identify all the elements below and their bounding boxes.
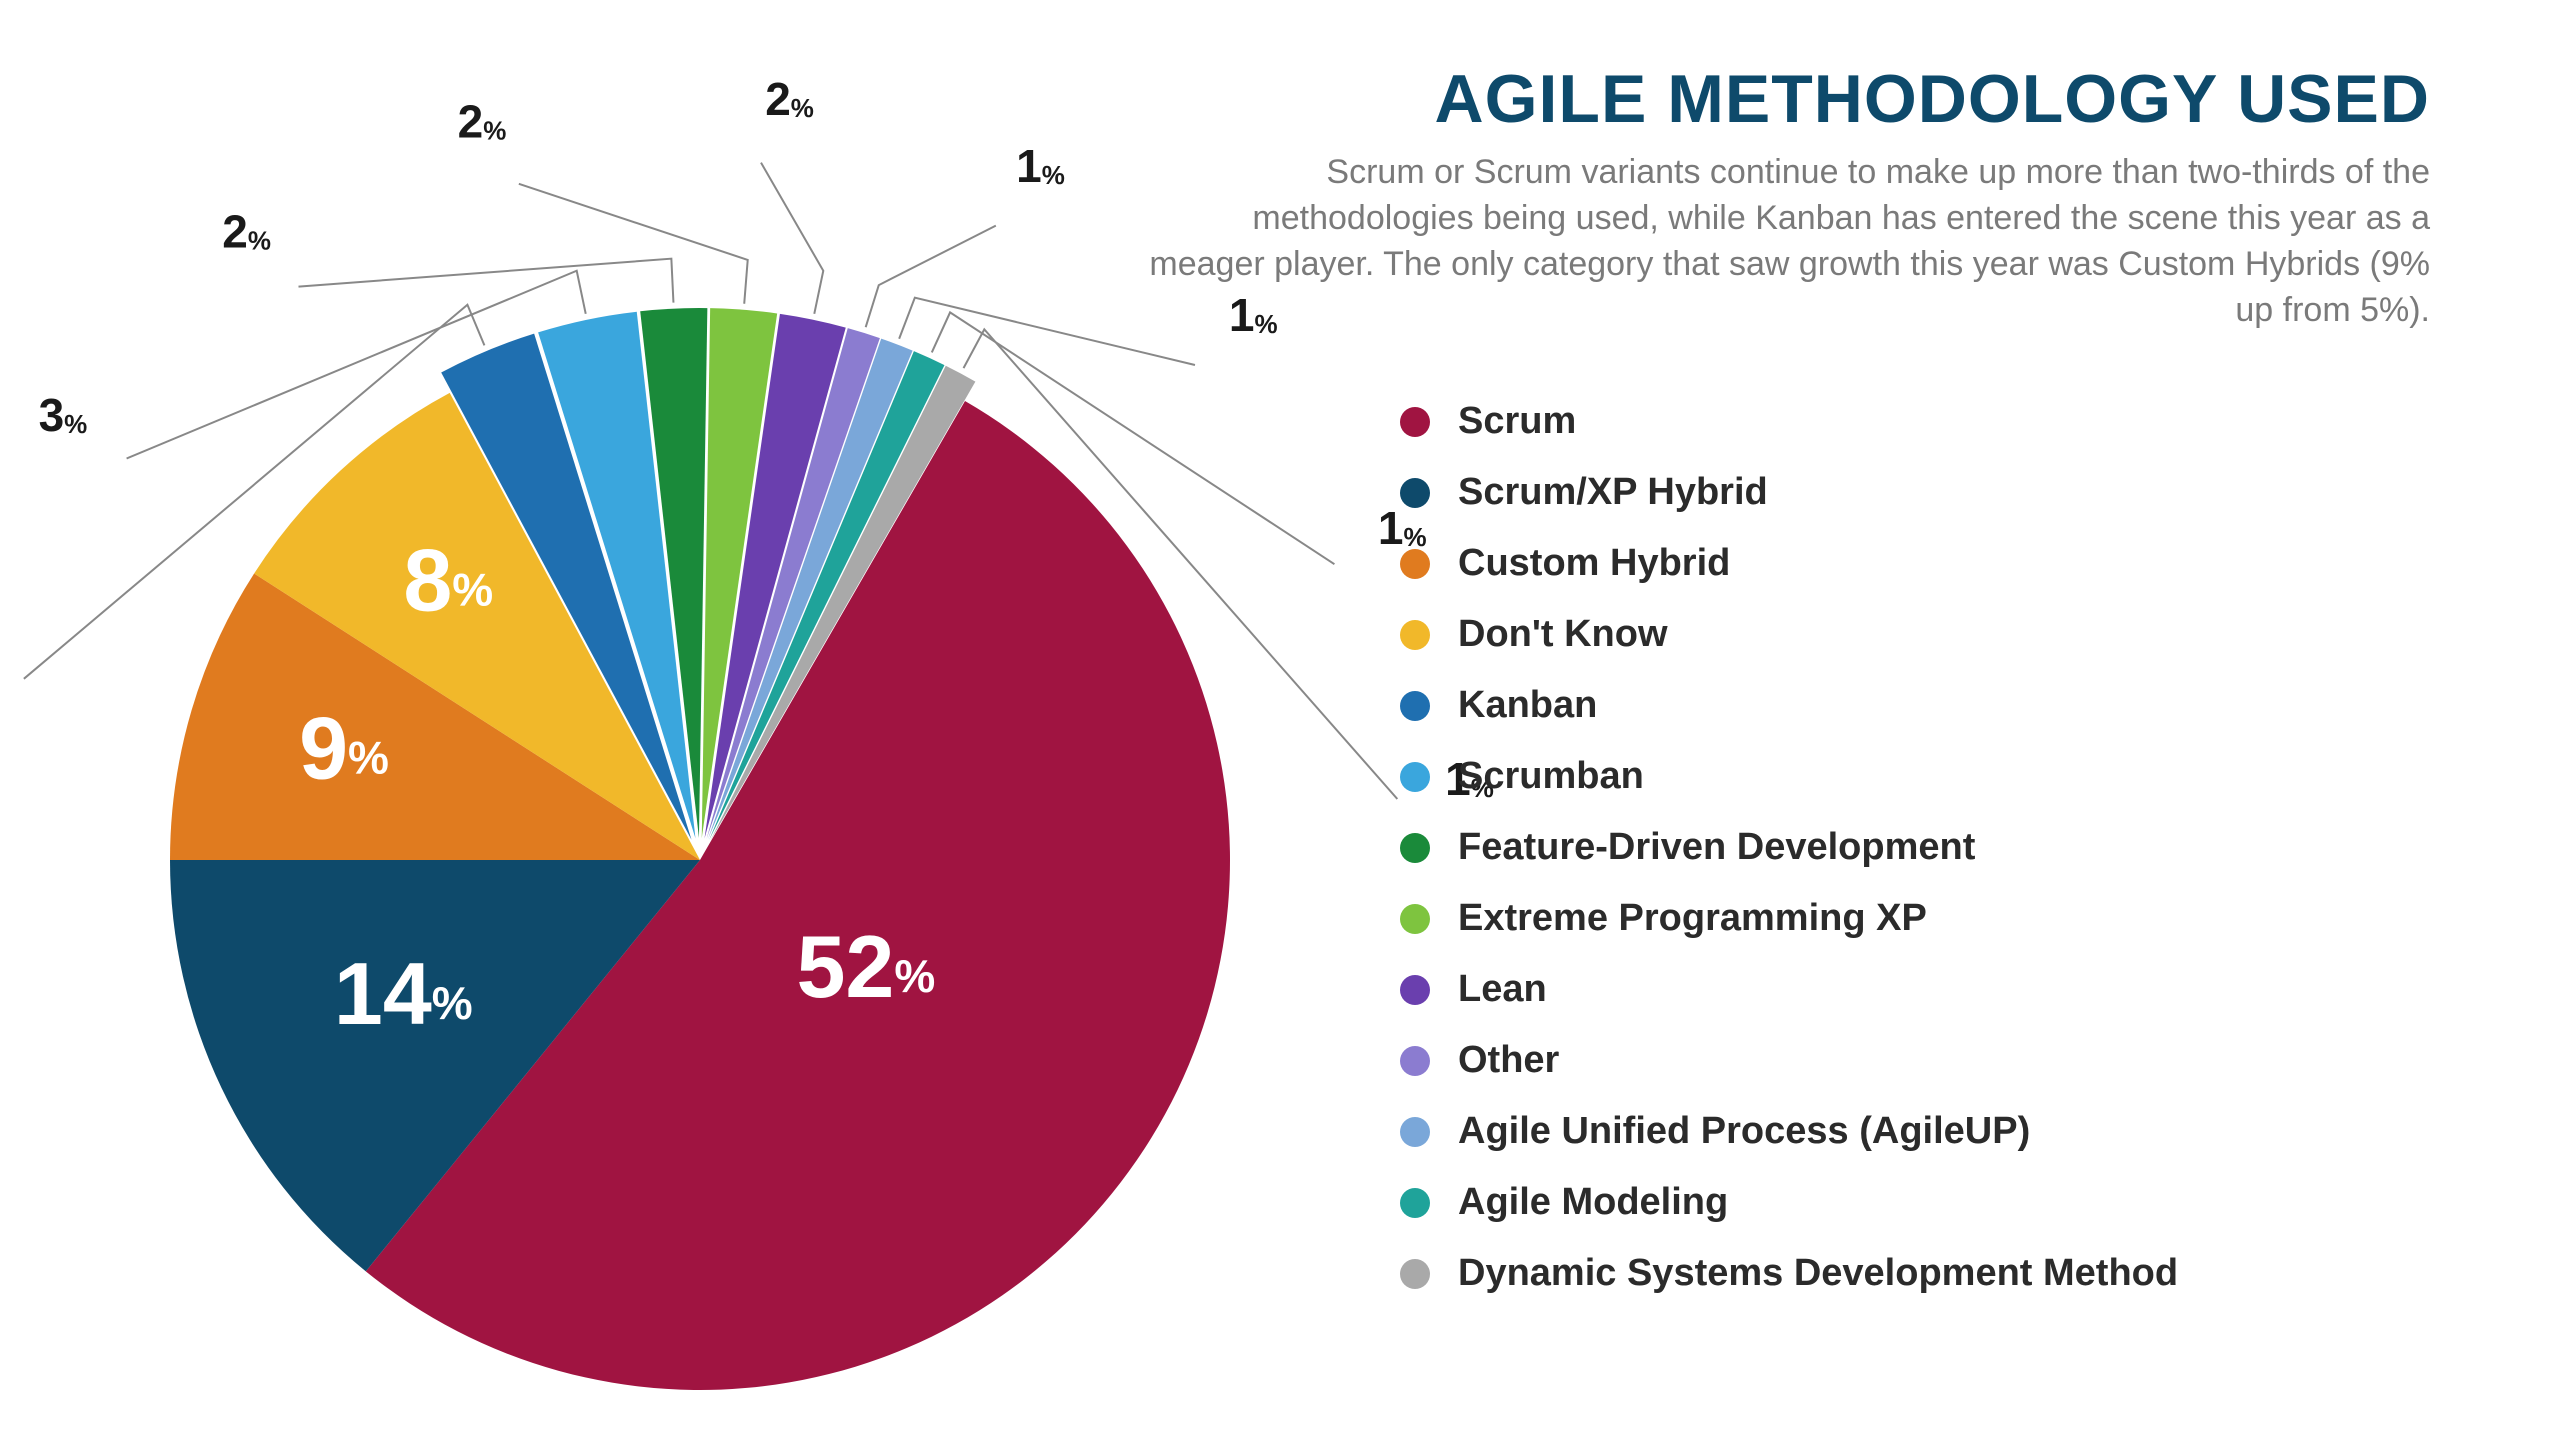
legend-label: Scrumban: [1458, 755, 1644, 798]
legend-item: Agile Modeling: [1400, 1181, 2178, 1224]
legend-item: Extreme Programming XP: [1400, 897, 2178, 940]
legend-item: Don't Know: [1400, 613, 2178, 656]
legend: Scrum Scrum/XP Hybrid Custom Hybrid Don't K…: [1400, 400, 2178, 1295]
legend-dot-icon: [1400, 1117, 1430, 1147]
legend-label: Agile Unified Process (AgileUP): [1458, 1110, 2030, 1153]
slice-value-label: 1%: [1016, 140, 1065, 192]
legend-label: Dynamic Systems Development Method: [1458, 1252, 2178, 1295]
legend-item: Scrumban: [1400, 755, 2178, 798]
legend-dot-icon: [1400, 762, 1430, 792]
legend-item: Agile Unified Process (AgileUP): [1400, 1110, 2178, 1153]
legend-label: Agile Modeling: [1458, 1181, 1728, 1224]
leader-line: [899, 298, 1195, 365]
leader-line: [298, 259, 673, 303]
legend-dot-icon: [1400, 1188, 1430, 1218]
legend-item: Scrum/XP Hybrid: [1400, 471, 2178, 514]
legend-item: Custom Hybrid: [1400, 542, 2178, 585]
legend-item: Other: [1400, 1039, 2178, 1082]
slice-value-label: 2%: [222, 205, 271, 257]
slice-value-label: 2%: [765, 73, 814, 125]
legend-dot-icon: [1400, 691, 1430, 721]
legend-item: Feature-Driven Development: [1400, 826, 2178, 869]
legend-dot-icon: [1400, 1259, 1430, 1289]
slice-value-label: 1%: [1229, 289, 1278, 341]
legend-label: Feature-Driven Development: [1458, 826, 1975, 869]
legend-item: Dynamic Systems Development Method: [1400, 1252, 2178, 1295]
leader-line: [519, 184, 748, 304]
legend-label: Other: [1458, 1039, 1559, 1082]
legend-label: Kanban: [1458, 684, 1597, 727]
legend-label: Extreme Programming XP: [1458, 897, 1927, 940]
chart-container: AGILE METHODOLOGY USED Scrum or Scrum va…: [0, 0, 2560, 1455]
legend-dot-icon: [1400, 620, 1430, 650]
legend-dot-icon: [1400, 833, 1430, 863]
legend-dot-icon: [1400, 407, 1430, 437]
leader-line: [761, 163, 823, 314]
slice-value-label: 3%: [39, 389, 88, 441]
legend-label: Scrum: [1458, 400, 1576, 443]
legend-dot-icon: [1400, 478, 1430, 508]
legend-label: Lean: [1458, 968, 1547, 1011]
legend-dot-icon: [1400, 549, 1430, 579]
legend-dot-icon: [1400, 904, 1430, 934]
legend-label: Don't Know: [1458, 613, 1668, 656]
slice-value-label: 2%: [458, 95, 507, 147]
legend-label: Custom Hybrid: [1458, 542, 1730, 585]
legend-dot-icon: [1400, 1046, 1430, 1076]
legend-item: Lean: [1400, 968, 2178, 1011]
legend-label: Scrum/XP Hybrid: [1458, 471, 1768, 514]
chart-title: AGILE METHODOLOGY USED: [1435, 60, 2430, 138]
legend-item: Scrum: [1400, 400, 2178, 443]
legend-dot-icon: [1400, 975, 1430, 1005]
pie-chart: 52%14%9%8%3%3%2%2%2%1%1%1%1%: [40, 180, 1360, 1450]
legend-item: Kanban: [1400, 684, 2178, 727]
